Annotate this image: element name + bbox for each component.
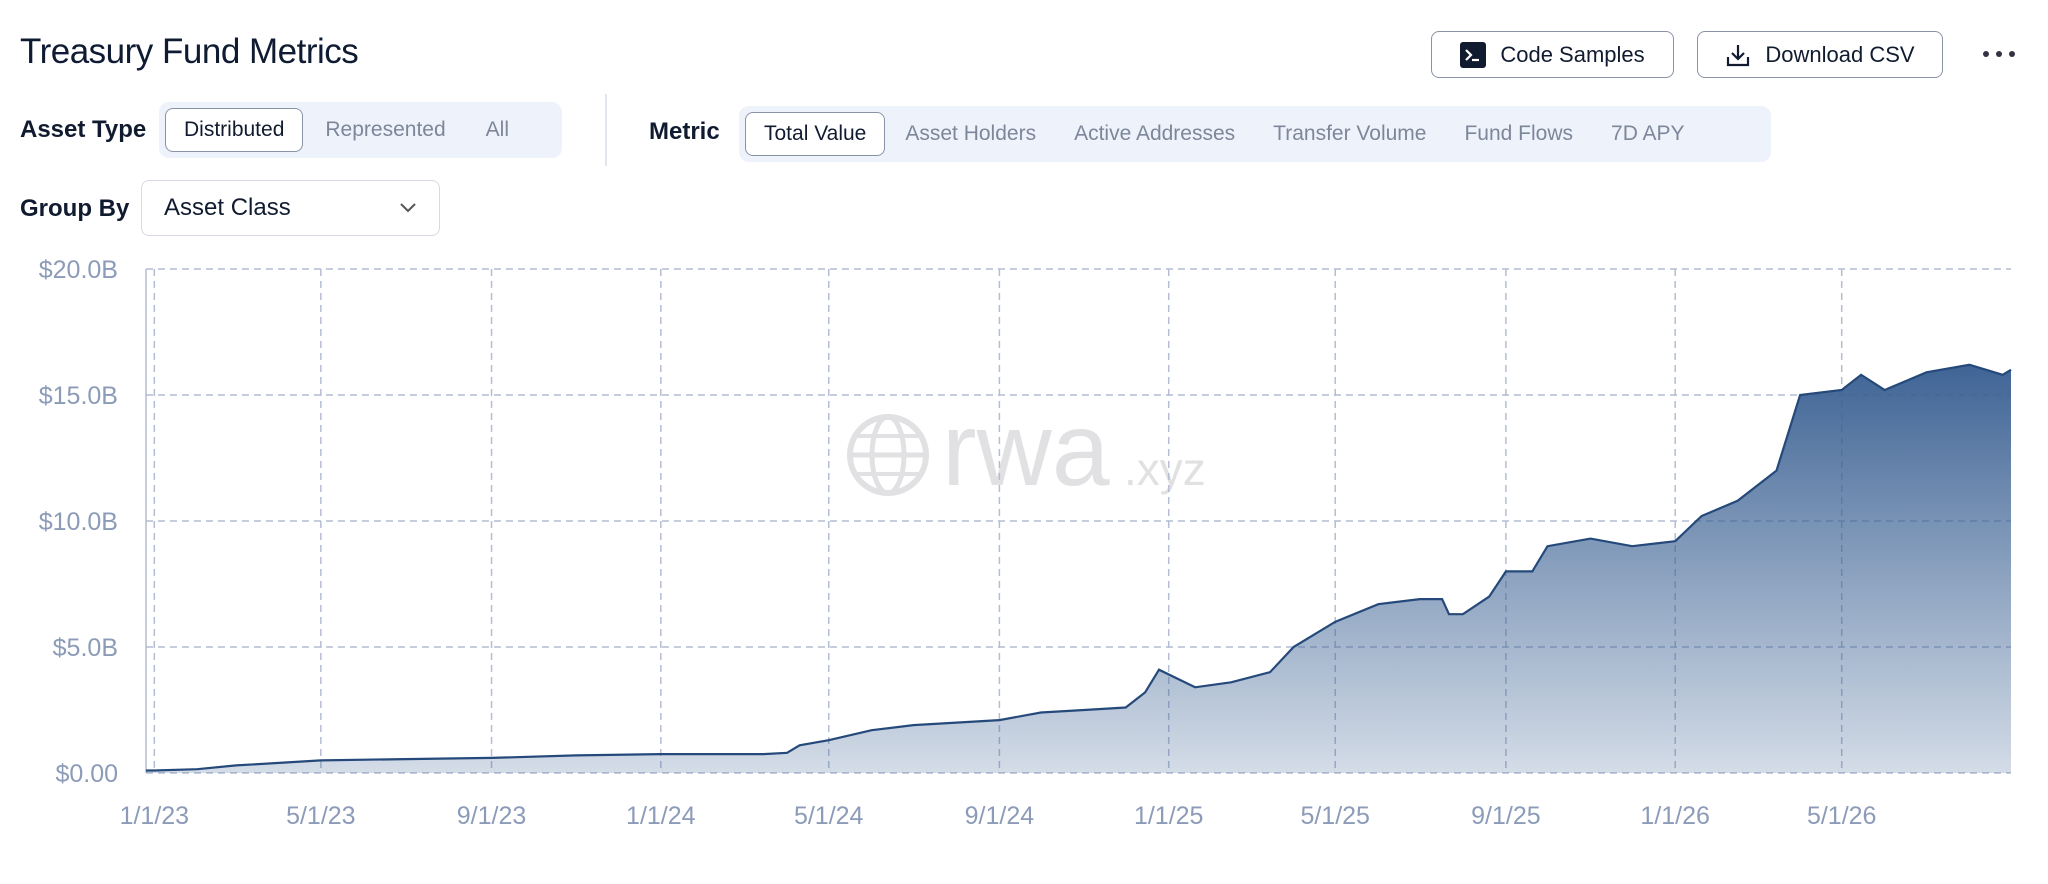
page-title: Treasury Fund Metrics [20, 32, 359, 71]
toggle-option[interactable]: Transfer Volume [1273, 122, 1427, 145]
toggle-option[interactable]: Represented [325, 118, 446, 141]
x-tick-label: 5/1/26 [1807, 802, 1877, 830]
y-tick-label: $0.00 [55, 760, 118, 788]
x-tick-label: 1/1/24 [626, 802, 696, 830]
button-label: Code Samples [1500, 41, 1645, 67]
area-fill [146, 364, 2011, 773]
y-tick-label: $15.0B [39, 382, 118, 410]
x-tick-label: 1/1/25 [1134, 802, 1204, 830]
group-by-dropdown[interactable]: Asset Class [141, 180, 440, 236]
x-tick-label: 5/1/24 [794, 802, 864, 830]
x-tick-label: 9/1/24 [965, 802, 1035, 830]
metric-toggle: Total Value Asset Holders Active Addresses… [739, 106, 1771, 162]
terminal-icon [1460, 41, 1487, 68]
watermark-text: rwa [942, 392, 1110, 508]
x-tick-label: 9/1/25 [1471, 802, 1541, 830]
chevron [400, 203, 416, 213]
toggle-option[interactable]: Active Addresses [1074, 122, 1236, 145]
dropdown-value: Asset Class [164, 194, 291, 221]
x-tick-label: 9/1/23 [457, 802, 527, 830]
watermark-suffix: .xyz [1124, 443, 1206, 495]
filter-label: Metric [649, 118, 720, 145]
x-tick-label: 1/1/23 [120, 802, 190, 830]
filter-label: Asset Type [20, 116, 147, 143]
button-label: Download CSV [1765, 41, 1915, 67]
toggle-option[interactable]: Fund Flows [1464, 122, 1574, 145]
download-csv-button[interactable]: Download CSV [1697, 31, 1943, 78]
x-tick-label: 5/1/23 [286, 802, 356, 830]
x-tick-label: 1/1/26 [1640, 802, 1710, 830]
divider [605, 94, 607, 166]
download-icon [1727, 44, 1750, 66]
toggle-option[interactable]: Asset Holders [905, 122, 1037, 145]
y-tick-label: $20.0B [39, 256, 118, 284]
watermark: rwa .xyz [847, 392, 1206, 508]
y-tick-label: $10.0B [39, 508, 118, 536]
area-line [146, 363, 2012, 772]
filter-label: Group By [20, 195, 130, 222]
more-menu[interactable] [1982, 48, 2016, 60]
x-tick-label: 5/1/25 [1300, 802, 1370, 830]
toggle-option[interactable]: Distributed [165, 108, 304, 152]
toggle-option[interactable]: 7D APY [1611, 122, 1685, 145]
toggle-option[interactable]: All [485, 118, 509, 141]
toggle-option[interactable]: Total Value [745, 112, 886, 156]
y-tick-label: $5.0B [53, 634, 118, 662]
code-samples-button[interactable]: Code Samples [1431, 31, 1674, 78]
asset-type-toggle: Distributed Represented All [159, 102, 562, 158]
